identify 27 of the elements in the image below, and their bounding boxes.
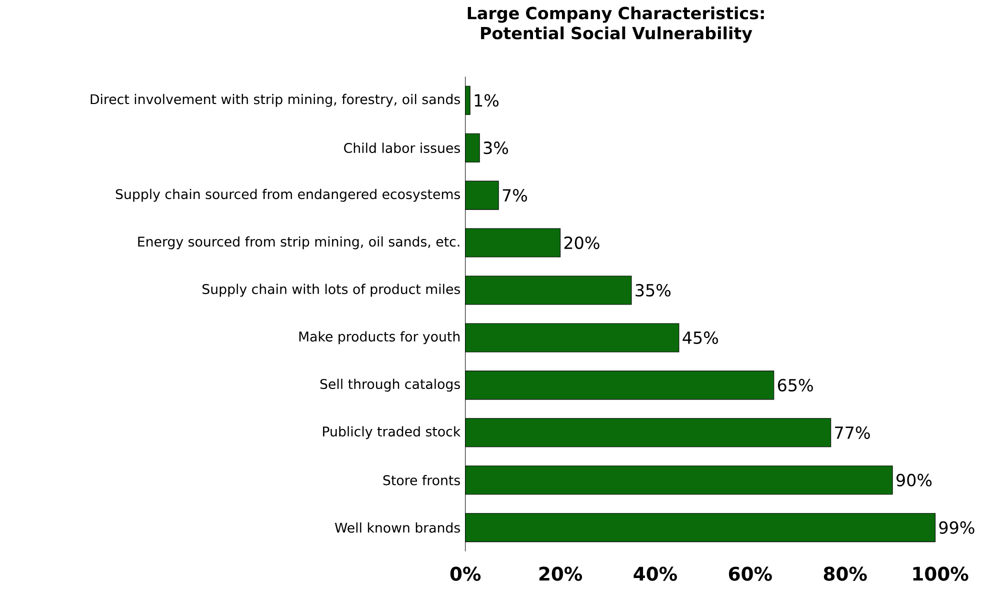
data-label: 35%	[636, 284, 671, 297]
data-label: 90%	[896, 474, 932, 486]
x-tick-label: 20%	[539, 566, 582, 581]
y-tick-label: Energy sourced from strip mining, oil sands, etc.	[138, 236, 460, 250]
y-tick-label: Supply chain sourced from endangered ecosystems	[116, 188, 460, 202]
y-tick-label: Sell through catalogs	[320, 378, 460, 392]
data-label: 3%	[484, 142, 508, 154]
y-tick-label: Supply chain with lots of product miles	[202, 284, 460, 297]
data-label: 77%	[835, 426, 870, 439]
data-label: 1%	[474, 94, 499, 107]
y-tick-label: Store fronts	[383, 474, 460, 486]
y-tick-label: Make products for youth	[299, 331, 460, 344]
data-label: 65%	[778, 378, 813, 392]
data-label: 20%	[564, 236, 600, 250]
data-label: 7%	[502, 189, 528, 202]
y-tick-label: Direct involvement with strip mining, forestry, oil sands	[90, 94, 460, 107]
data-label: 99%	[939, 521, 974, 534]
x-tick-label: 80%	[824, 566, 867, 581]
x-tick-label: 60%	[728, 566, 772, 581]
y-tick-label: Child labor issues	[344, 142, 460, 154]
data-label: 45%	[682, 331, 718, 344]
y-tick-label: Publicly traded stock	[323, 426, 461, 440]
x-tick-label: 0%	[450, 566, 481, 581]
x-tick-label: 100%	[913, 566, 968, 581]
y-tick-label: Well known brands	[334, 522, 460, 533]
x-tick-label: 40%	[634, 566, 677, 581]
chart-title: Large Company Characteristics: Potential Social Vulnerability	[468, 6, 764, 43]
